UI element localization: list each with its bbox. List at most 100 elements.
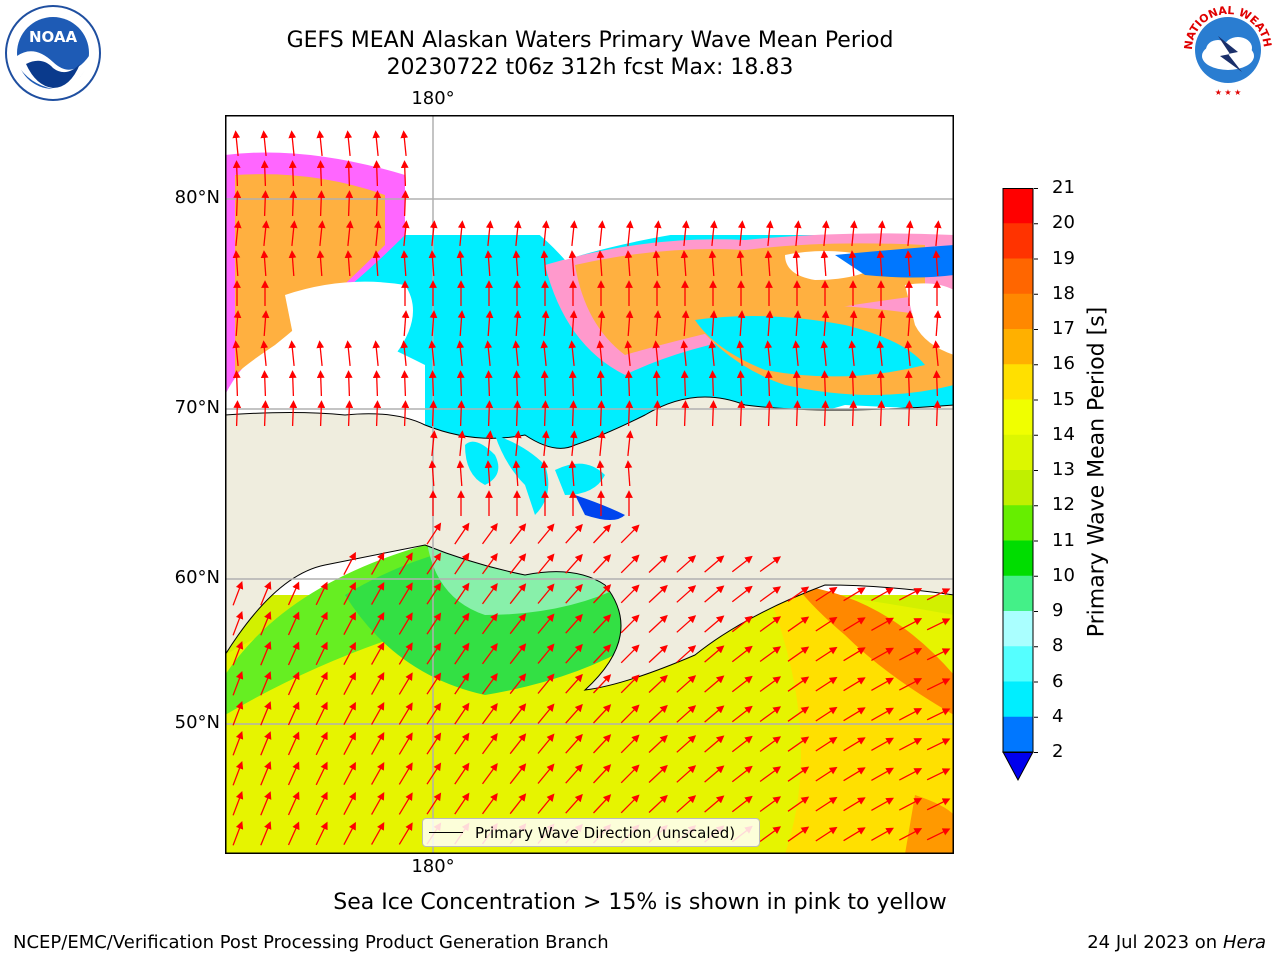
lat-label-70n: 70°N — [174, 397, 220, 418]
wave-direction-arrow — [512, 460, 521, 487]
wave-direction-arrow — [513, 220, 522, 246]
wave-direction-arrow — [759, 556, 782, 573]
wave-direction-arrow — [821, 310, 830, 337]
wave-direction-arrow — [731, 795, 753, 813]
wave-direction-arrow — [932, 340, 941, 366]
wave-direction-arrow — [316, 160, 325, 187]
wave-direction-arrow — [426, 522, 442, 545]
wave-direction-arrow — [759, 706, 782, 723]
wave-direction-arrow — [708, 370, 717, 397]
wave-direction-arrow — [620, 794, 640, 814]
wave-direction-arrow — [709, 220, 718, 246]
wave-direction-arrow — [344, 160, 353, 187]
wave-direction-arrow — [821, 400, 830, 427]
wave-direction-arrow — [596, 340, 605, 366]
wave-direction-arrow — [815, 796, 838, 812]
wave-direction-arrow — [481, 762, 498, 785]
wave-direction-arrow — [821, 220, 830, 246]
wave-direction-arrow — [537, 523, 555, 544]
wave-direction-arrow — [704, 615, 725, 633]
colorbar-frame — [1002, 188, 1034, 753]
wave-direction-arrow — [456, 370, 465, 397]
wave-direction-arrow — [260, 761, 272, 786]
wave-direction-arrow — [568, 340, 577, 366]
wave-direction-arrow — [484, 370, 493, 397]
wave-direction-arrow — [371, 762, 385, 785]
wave-direction-arrow — [843, 797, 866, 812]
wave-direction-arrow — [596, 250, 605, 277]
nws-logo: NATIONAL WEATHER SERVICE ★ ★ ★ — [1178, 0, 1275, 97]
wave-direction-arrow — [485, 220, 494, 246]
wave-direction-arrow — [513, 430, 522, 456]
wave-direction-arrow — [261, 400, 270, 427]
wave-direction-arrow — [876, 250, 885, 277]
wave-direction-arrow — [371, 702, 385, 725]
wave-direction-arrow — [429, 400, 438, 427]
wave-direction-arrow — [593, 674, 612, 694]
wave-direction-arrow — [849, 220, 858, 246]
wave-direction-arrow — [759, 826, 782, 843]
wave-direction-arrow — [373, 190, 382, 217]
wave-direction-arrow — [345, 190, 354, 217]
wave-direction-arrow — [904, 370, 913, 397]
wave-direction-arrow — [704, 675, 725, 693]
wave-direction-arrow — [565, 553, 583, 574]
wave-direction-arrow — [426, 582, 442, 605]
wave-direction-arrow — [759, 736, 782, 753]
colorbar-segment — [1003, 329, 1033, 365]
wave-direction-arrow — [260, 701, 272, 726]
wave-direction-arrow — [926, 828, 951, 841]
colorbar-segment — [1003, 364, 1033, 400]
wave-direction-arrow — [343, 701, 356, 726]
colorbar-tick-label: 18 — [1052, 282, 1075, 304]
wave-direction-arrow — [849, 310, 858, 337]
wave-direction-arrow — [426, 732, 442, 755]
wave-direction-arrow — [316, 370, 325, 397]
wave-direction-arrow — [676, 795, 697, 813]
wave-direction-arrow — [620, 764, 640, 784]
wave-direction-arrow — [593, 524, 612, 544]
wave-direction-arrow — [871, 587, 894, 601]
colorbar-segment — [1003, 716, 1033, 753]
wave-direction-arrow — [371, 612, 385, 635]
wave-direction-arrow — [905, 220, 914, 246]
wave-direction-arrow — [287, 581, 300, 606]
colorbar-tick-label: 11 — [1052, 529, 1075, 551]
wave-direction-arrow — [737, 400, 746, 427]
lat-label-50n: 50°N — [174, 712, 220, 733]
wave-direction-arrow — [513, 400, 522, 427]
wave-direction-arrow — [287, 701, 300, 726]
wave-direction-arrow — [736, 340, 745, 366]
wave-direction-arrow — [400, 130, 409, 156]
wave-direction-arrow — [232, 671, 244, 696]
wave-direction-arrow — [568, 370, 577, 397]
wave-direction-arrow — [481, 612, 498, 635]
wave-direction-arrow — [792, 370, 801, 397]
wave-direction-arrow — [764, 370, 773, 397]
wave-direction-arrow — [815, 706, 838, 722]
wave-direction-arrow — [232, 731, 244, 756]
wave-direction-arrow — [260, 581, 272, 606]
colorbar-segment — [1003, 258, 1033, 295]
wave-direction-arrow — [624, 460, 633, 487]
colorbar-tick-label: 21 — [1052, 177, 1075, 198]
wave-direction-arrow — [849, 400, 858, 427]
colorbar-tick-label: 13 — [1052, 459, 1075, 480]
wave-direction-arrow — [454, 612, 470, 635]
wave-direction-arrow — [787, 736, 810, 752]
wave-direction-arrow — [509, 703, 527, 725]
wave-direction-arrow — [843, 767, 866, 782]
wave-direction-arrow — [759, 796, 782, 813]
wave-direction-arrow — [343, 761, 356, 786]
wave-direction-arrow — [815, 646, 838, 662]
wave-direction-arrow — [648, 584, 668, 603]
wave-direction-arrow — [373, 220, 382, 246]
wave-direction-arrow — [454, 642, 470, 665]
wave-direction-arrow — [289, 220, 298, 246]
wave-direction-arrow — [287, 791, 300, 816]
wave-direction-arrow — [731, 705, 753, 723]
wave-direction-arrow — [676, 675, 697, 693]
wave-direction-arrow — [398, 732, 413, 755]
colorbar-tick-label: 19 — [1052, 247, 1075, 269]
wave-direction-arrow — [513, 310, 522, 337]
